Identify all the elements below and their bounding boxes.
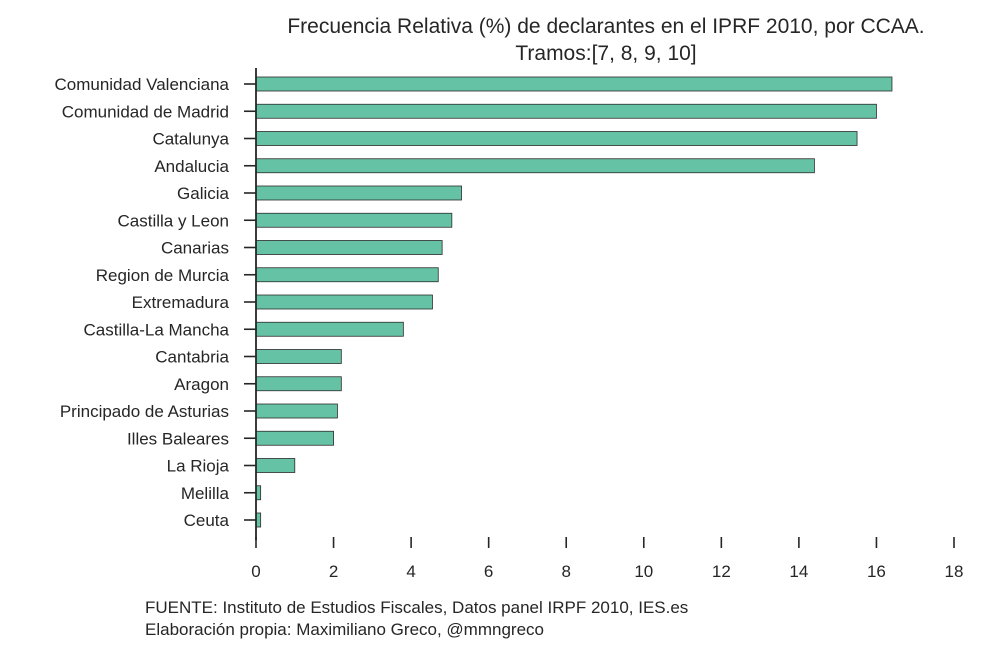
bar-12 — [255, 403, 338, 419]
bar-14 — [255, 458, 296, 473]
y-tick-label-5: Castilla y Leon — [117, 211, 229, 230]
x-tick-label-8: 16 — [867, 562, 886, 581]
bar-9 — [255, 321, 404, 337]
bar-4 — [255, 185, 462, 201]
bar-13 — [255, 430, 334, 446]
x-tick-label-9: 18 — [945, 562, 964, 581]
bar-8 — [255, 294, 433, 310]
y-tick-label-6: Canarias — [161, 239, 229, 258]
x-tick-label-7: 14 — [789, 562, 808, 581]
y-tick-label-16: Ceuta — [184, 511, 230, 530]
x-tick-label-0: 0 — [251, 562, 260, 581]
y-tick-label-8: Extremadura — [132, 293, 230, 312]
bar-3 — [255, 158, 815, 174]
chart-title-line-1: Frecuencia Relativa (%) de declarantes e… — [287, 15, 924, 38]
y-tick-label-10: Cantabria — [155, 348, 229, 367]
chart-title-line-2: Tramos:[7, 8, 9, 10] — [515, 42, 696, 65]
y-tick-label-3: Andalucia — [154, 157, 229, 176]
y-axis: Comunidad Valenciana Comunidad de Madrid C… — [54, 68, 257, 540]
x-tick-label-2: 4 — [406, 562, 415, 581]
bar-0 — [255, 76, 893, 92]
y-tick-label-14: La Rioja — [167, 457, 230, 476]
x-tick-label-4: 8 — [561, 562, 570, 581]
y-tick-label-13: Illes Baleares — [127, 429, 229, 448]
y-tick-label-12: Principado de Asturias — [60, 402, 229, 421]
y-tick-label-15: Melilla — [181, 484, 230, 503]
source-note-line-2: Elaboración propia: Maximiliano Greco, @… — [145, 620, 544, 639]
bar-6 — [255, 240, 443, 255]
x-tick-label-5: 10 — [634, 562, 653, 581]
y-tick-label-2: Catalunya — [152, 130, 229, 149]
x-tick-label-6: 12 — [712, 562, 731, 581]
y-tick-label-7: Region de Murcia — [96, 266, 230, 285]
bar-5 — [255, 212, 453, 228]
y-tick-label-4: Galicia — [177, 184, 230, 203]
bar-11 — [255, 376, 342, 392]
bar-2 — [255, 131, 858, 146]
bar-10 — [255, 349, 342, 364]
source-note-line-1: FUENTE: Instituto de Estudios Fiscales, … — [145, 598, 688, 617]
y-tick-label-1: Comunidad de Madrid — [62, 102, 229, 121]
y-tick-label-0: Comunidad Valenciana — [54, 75, 229, 94]
y-tick-label-11: Aragon — [174, 375, 229, 394]
bars-layer — [255, 76, 893, 528]
bar-1 — [255, 103, 877, 119]
bar-7 — [255, 267, 439, 283]
y-tick-label-9: Castilla-La Mancha — [83, 320, 229, 339]
x-tick-label-3: 6 — [484, 562, 493, 581]
x-tick-label-1: 2 — [329, 562, 338, 581]
x-axis: 0 2 4 6 8 10 12 14 16 18 — [251, 537, 963, 581]
